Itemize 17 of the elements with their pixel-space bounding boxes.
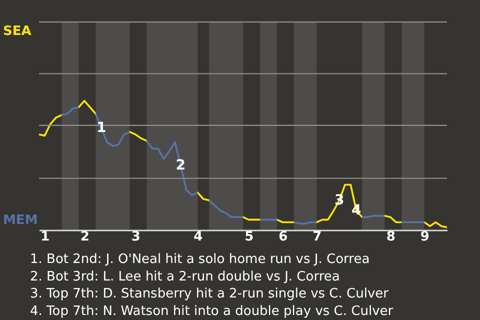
x-tick-label: 7	[312, 230, 322, 244]
x-tick-label: 2	[80, 230, 90, 244]
text: 3. Top 7th: D. Stansberry hit a 2-run single vs C. Culver	[30, 286, 390, 302]
x-tick-label: 1	[40, 230, 50, 244]
annotation: 2	[176, 157, 186, 174]
x-tick-label: 5	[244, 230, 254, 244]
x-tick-label: 9	[420, 230, 430, 244]
text: SEA	[3, 24, 32, 39]
x-tick-label: 6	[278, 230, 288, 244]
text: 4. Top 7th: N. Watson hit into a double play vs C. Culver	[30, 304, 394, 319]
text: 2. Bot 3rd: L. Lee hit a 2-run double vs J. Correa	[30, 269, 340, 284]
text: MEM	[3, 213, 38, 228]
x-tick-label: 3	[131, 230, 140, 244]
text: 1. Bot 2nd: J. O'Neal hit a solo home run vs J. Correa	[30, 252, 370, 267]
x-tick-label: 4	[194, 230, 203, 244]
annotation: 1	[96, 120, 106, 136]
x-tick-label: 8	[386, 230, 396, 244]
